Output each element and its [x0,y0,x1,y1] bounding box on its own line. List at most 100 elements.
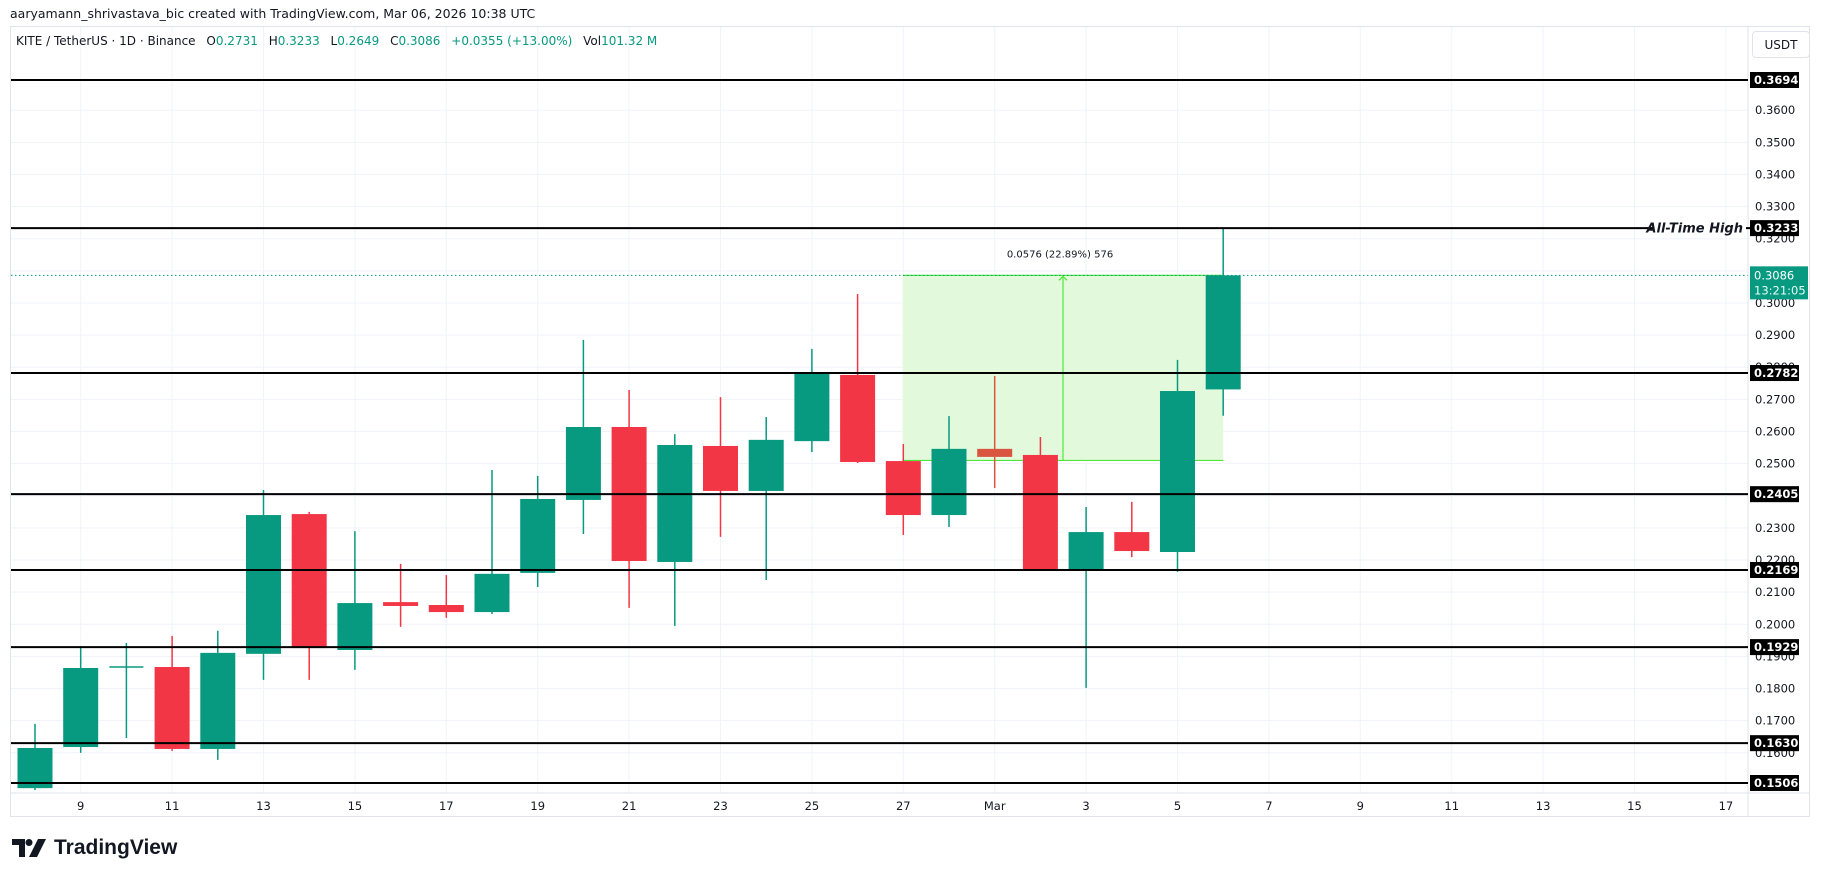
svg-text:0.2169: 0.2169 [1754,563,1798,577]
horizontal-level[interactable]: All-Time High 0.3233 [11,220,1799,237]
plot-area[interactable]: 0.0576 (22.89%) 576 [11,27,1748,793]
horizontal-level[interactable]: 0.2169 [11,561,1799,578]
date-tick-label: 27 [896,799,911,813]
candle[interactable] [428,575,464,618]
date-tick-label: 7 [1265,799,1272,813]
candle[interactable] [1114,501,1150,558]
candle[interactable] [63,646,99,753]
level-price-badge [1750,72,1799,88]
symbol-title[interactable]: KITE / TetherUS · 1D · Binance [16,34,196,48]
candle[interactable] [565,339,601,534]
candle[interactable] [474,470,510,615]
horizontal-level[interactable]: 0.3694 [11,72,1799,88]
date-tick-label: 11 [165,799,180,813]
candle[interactable] [520,475,556,588]
level-price-badge [1750,365,1799,382]
date-tick-label: 19 [530,799,545,813]
svg-text:0.3086: 0.3086 [1754,268,1794,282]
change-value: +0.0355 (+13.00%) [451,34,573,48]
date-tick-label: 17 [1719,799,1734,813]
low-label: L [330,34,338,48]
level-price-badge [1750,561,1799,578]
date-tick-label: 17 [439,799,454,813]
candle[interactable] [1205,228,1241,416]
price-tick-label: 0.2900 [1755,328,1795,342]
price-tick-label: 0.2700 [1755,392,1795,406]
svg-text:0.3233: 0.3233 [1754,221,1798,235]
tradingview-logo-icon [12,839,46,857]
open-value: 0.2731 [215,34,258,48]
candle[interactable] [885,444,921,535]
date-tick-label: 15 [1627,799,1642,813]
price-tick-label: 0.3000 [1755,296,1795,310]
level-price-badge [1750,486,1799,503]
tradingview-logo: TradingView [12,836,177,860]
candle[interactable] [840,293,876,463]
low-value: 0.2649 [337,34,380,48]
date-tick-label: 13 [256,799,271,813]
volume-label: Vol [583,34,602,48]
svg-text:0.1630: 0.1630 [1754,736,1798,750]
price-tick-label: 0.1700 [1755,714,1795,728]
all-time-high-annotation: All-Time High [1645,222,1743,237]
candle[interactable] [109,642,144,739]
horizontal-level[interactable]: 0.1929 [11,639,1799,656]
bar-countdown: 13:21:05 [1754,283,1806,297]
symbol-legend: KITE / TetherUS · 1D · Binance O0.2731 H… [16,34,657,48]
price-tick-label: 0.2300 [1755,521,1795,535]
price-tick-label: 0.2500 [1755,457,1795,471]
price-tick-label: 0.3600 [1755,103,1795,117]
candle[interactable] [1022,436,1058,571]
candle[interactable] [246,489,281,680]
date-tick-label: 25 [805,799,820,813]
candle[interactable] [200,630,236,760]
candle[interactable] [977,375,1013,489]
tradingview-logo-text: TradingView [54,836,178,859]
candle[interactable] [657,434,693,626]
date-tick-label: 9 [77,799,84,813]
candle[interactable] [703,397,738,537]
candle[interactable] [611,390,647,608]
price-tick-label: 0.3300 [1755,200,1795,214]
horizontal-level[interactable]: 0.2782 [11,365,1799,382]
candle[interactable] [383,563,419,627]
price-tick-label: 0.3500 [1755,135,1795,149]
horizontal-level[interactable]: 0.1630 [11,735,1799,752]
close-value: 0.3086 [398,34,441,48]
close-label: C [390,34,399,48]
svg-text:0.2782: 0.2782 [1754,366,1798,380]
svg-text:0.2405: 0.2405 [1754,487,1798,501]
candle[interactable] [291,511,327,680]
date-tick-label: 23 [713,799,728,813]
candle[interactable] [154,635,190,751]
date-tick-label: 21 [622,799,637,813]
high-label: H [268,34,278,48]
horizontal-level[interactable]: 0.2405 [11,486,1799,503]
svg-text:0.1506: 0.1506 [1754,776,1798,790]
date-tick-label: 15 [348,799,363,813]
candle[interactable] [794,348,830,453]
chart-caption: aaryamann_shrivastava_bic created with T… [10,6,536,21]
currency-unit-button[interactable]: USDT [1752,31,1810,58]
candle[interactable] [931,416,967,527]
candle[interactable] [17,723,53,791]
open-label: O [206,34,216,48]
horizontal-level[interactable]: 0.1506 [11,775,1799,792]
candle[interactable] [748,417,784,580]
high-value: 0.3233 [277,34,320,48]
price-tick-label: 0.3400 [1755,167,1795,181]
price-tick-label: 0.2600 [1755,425,1795,439]
level-price-badge [1750,775,1799,792]
level-price-badge [1750,735,1799,752]
candle[interactable] [1160,359,1195,572]
price-tick-label: 0.2100 [1755,585,1795,599]
measure-label: 0.0576 (22.89%) 576 [1007,249,1113,260]
level-price-badge [1750,220,1799,237]
price-tick-label: 0.1800 [1755,682,1795,696]
candle[interactable] [337,531,373,670]
candle[interactable] [1068,507,1104,688]
price-tick-label: 0.2000 [1755,617,1795,631]
date-tick-label: 11 [1444,799,1459,813]
